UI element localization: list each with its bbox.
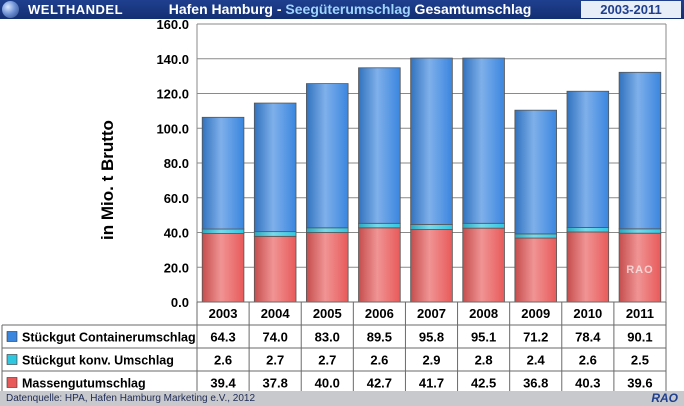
bar-segment [253,235,297,303]
legend-swatch [6,377,18,388]
data-label: 2.9 [422,353,440,368]
x-tick-label: 2010 [573,306,602,321]
data-source: Datenquelle: HPA, Hafen Hamburg Marketin… [6,393,256,404]
brand-label: WELTHANDEL [28,2,124,17]
bar-segment [462,222,505,229]
bar-segment [462,57,505,224]
x-tick-label: 2003 [209,306,238,321]
bar-segment [201,116,245,230]
data-label: 2.6 [370,353,388,368]
legend-swatch [6,354,18,365]
data-label: 39.6 [627,376,652,391]
bar-segment [358,227,401,303]
data-label: 2.7 [266,353,284,368]
bar-segment [358,67,401,224]
data-label: 74.0 [263,330,288,345]
y-tick-label: 140.0 [156,52,189,67]
bar-segment [306,227,349,233]
data-label: 37.8 [263,376,288,391]
y-tick-label: 40.0 [164,226,189,241]
x-tick-label: 2005 [313,306,342,321]
y-tick-label: 160.0 [156,17,189,32]
legend-label: Stückgut konv. Umschlag [22,354,174,368]
data-label: 42.5 [471,376,496,391]
x-tick-label: 2011 [626,306,654,321]
stacked-bar-chart: 0.0 20.0 40.0 60.0 80.0 100.0 120.0 140.0 160.0 R… [1,17,667,391]
data-label: 83.0 [315,330,340,345]
bar-segment [618,228,662,234]
data-label: 90.1 [627,330,652,345]
data-label: 40.3 [575,376,600,391]
data-label: 78.4 [575,330,601,345]
legend-label: Massengutumschlag [22,377,146,391]
data-label: 41.7 [419,376,444,391]
bar-segment [306,232,349,303]
x-tick-label: 2009 [521,306,550,321]
data-label: 39.4 [210,376,236,391]
period-label: 2003-2011 [581,1,681,18]
data-label: 2.6 [579,353,597,368]
data-label: 71.2 [523,330,548,345]
data-label: 42.7 [367,376,392,391]
data-label: 95.1 [471,330,496,345]
watermark: RAO [626,264,653,276]
x-tick-label: 2008 [469,306,498,321]
x-tick-label: 2006 [365,306,394,321]
footer: Datenquelle: HPA, Hafen Hamburg Marketin… [0,391,684,406]
bar-segment [514,233,557,239]
data-label: 2.4 [527,353,546,368]
bar-segment [618,232,662,303]
bar-segment [618,71,662,230]
data-label: 2.5 [631,353,649,368]
title-part1: Hafen Hamburg - [168,1,286,17]
y-tick-label: 80.0 [164,156,189,171]
bar-segment [306,83,349,229]
x-tick-label: 2004 [261,306,291,321]
y-tick-label: 0.0 [171,295,189,310]
bar-segment [410,224,453,230]
title-highlight: Seegüterumschlag [285,1,411,17]
data-label: 2.7 [318,353,336,368]
bar-segment [201,233,245,303]
bar-segment [462,227,505,303]
bar-segment [566,90,610,228]
header-banner: WELTHANDEL Hafen Hamburg - Seegüterumsch… [0,0,684,19]
bar-segment [514,237,557,303]
bar-segment [514,109,557,235]
data-label: 40.0 [315,376,340,391]
y-tick-label: 100.0 [156,121,189,136]
y-tick-label: 20.0 [164,260,189,275]
rao-logo: RAO [651,391,678,405]
data-label: 64.3 [210,330,235,345]
data-label: 2.6 [214,353,232,368]
title-part2: Gesamtumschlag [410,1,532,17]
bar-segment [566,227,610,233]
bar-segment [253,231,297,237]
bar-segment [253,102,297,233]
globe-icon [2,1,19,18]
data-label: 2.8 [475,353,493,368]
bar-segment [410,57,453,225]
legend-swatch [6,331,18,342]
legend-label: Stückgut Containerumschlag [22,331,196,345]
bar-segment [566,231,610,303]
bar-segment [410,229,453,303]
y-tick-label: 60.0 [164,191,189,206]
y-tick-label: 120.0 [156,87,189,102]
bar-segment [358,222,401,229]
data-label: 89.5 [367,330,392,345]
bar-segment [201,228,245,234]
data-label: 36.8 [523,376,548,391]
x-tick-label: 2007 [417,306,446,321]
data-label: 95.8 [419,330,444,345]
chart-title: Hafen Hamburg - Seegüterumschlag Gesamtu… [130,1,570,18]
